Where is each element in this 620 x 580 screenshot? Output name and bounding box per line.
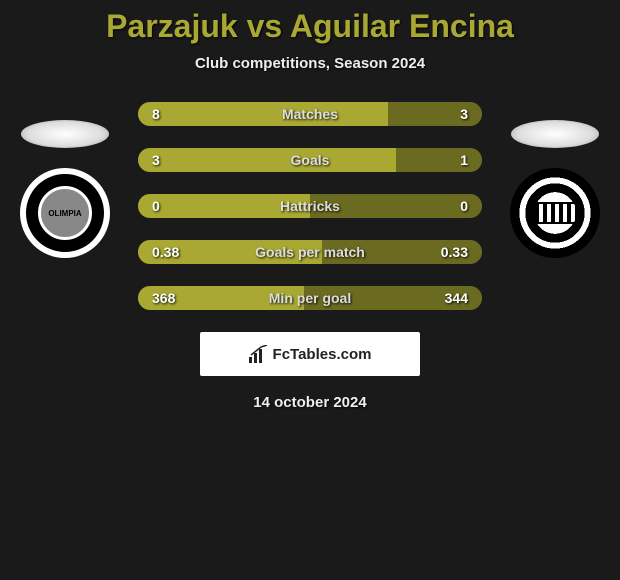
footer-brand-text: FcTables.com <box>273 346 372 363</box>
stat-label: Goals per match <box>255 244 365 260</box>
stat-row: 3 Goals 1 <box>138 148 482 172</box>
left-player-photo <box>21 120 109 148</box>
stats-container: 8 Matches 3 3 Goals 1 0 Hattricks 0 0.38 Goals per… <box>138 102 482 310</box>
stat-value-right: 1 <box>460 152 468 168</box>
stat-value-left: 0.38 <box>152 244 179 260</box>
footer-date: 14 october 2024 <box>0 394 620 411</box>
right-player-photo <box>511 120 599 148</box>
left-club-logo: OLIMPIA <box>20 168 110 258</box>
right-club-logo <box>510 168 600 258</box>
stat-value-right: 3 <box>460 106 468 122</box>
stat-row: 0 Hattricks 0 <box>138 194 482 218</box>
stat-label: Min per goal <box>269 290 351 306</box>
page-title: Parzajuk vs Aguilar Encina <box>0 0 620 45</box>
right-club-badge-inner <box>533 202 577 224</box>
stat-value-left: 368 <box>152 290 175 306</box>
stat-value-left: 3 <box>152 152 160 168</box>
stat-label: Goals <box>291 152 330 168</box>
stat-value-left: 0 <box>152 198 160 214</box>
stat-label: Hattricks <box>280 198 340 214</box>
footer-brand: FcTables.com <box>200 332 420 376</box>
right-player-column <box>500 120 610 258</box>
stat-value-right: 0.33 <box>441 244 468 260</box>
stat-row: 0.38 Goals per match 0.33 <box>138 240 482 264</box>
stat-value-right: 0 <box>460 198 468 214</box>
left-club-badge-text: OLIMPIA <box>38 186 92 240</box>
chart-icon <box>249 345 269 363</box>
stat-label: Matches <box>282 106 338 122</box>
stat-row: 8 Matches 3 <box>138 102 482 126</box>
left-player-column: OLIMPIA <box>10 120 120 258</box>
stat-value-left: 8 <box>152 106 160 122</box>
stat-value-right: 344 <box>445 290 468 306</box>
subtitle: Club competitions, Season 2024 <box>0 55 620 72</box>
stat-bar-right <box>396 148 482 172</box>
stat-bar-left <box>138 148 396 172</box>
stat-row: 368 Min per goal 344 <box>138 286 482 310</box>
stat-bar-left <box>138 102 388 126</box>
